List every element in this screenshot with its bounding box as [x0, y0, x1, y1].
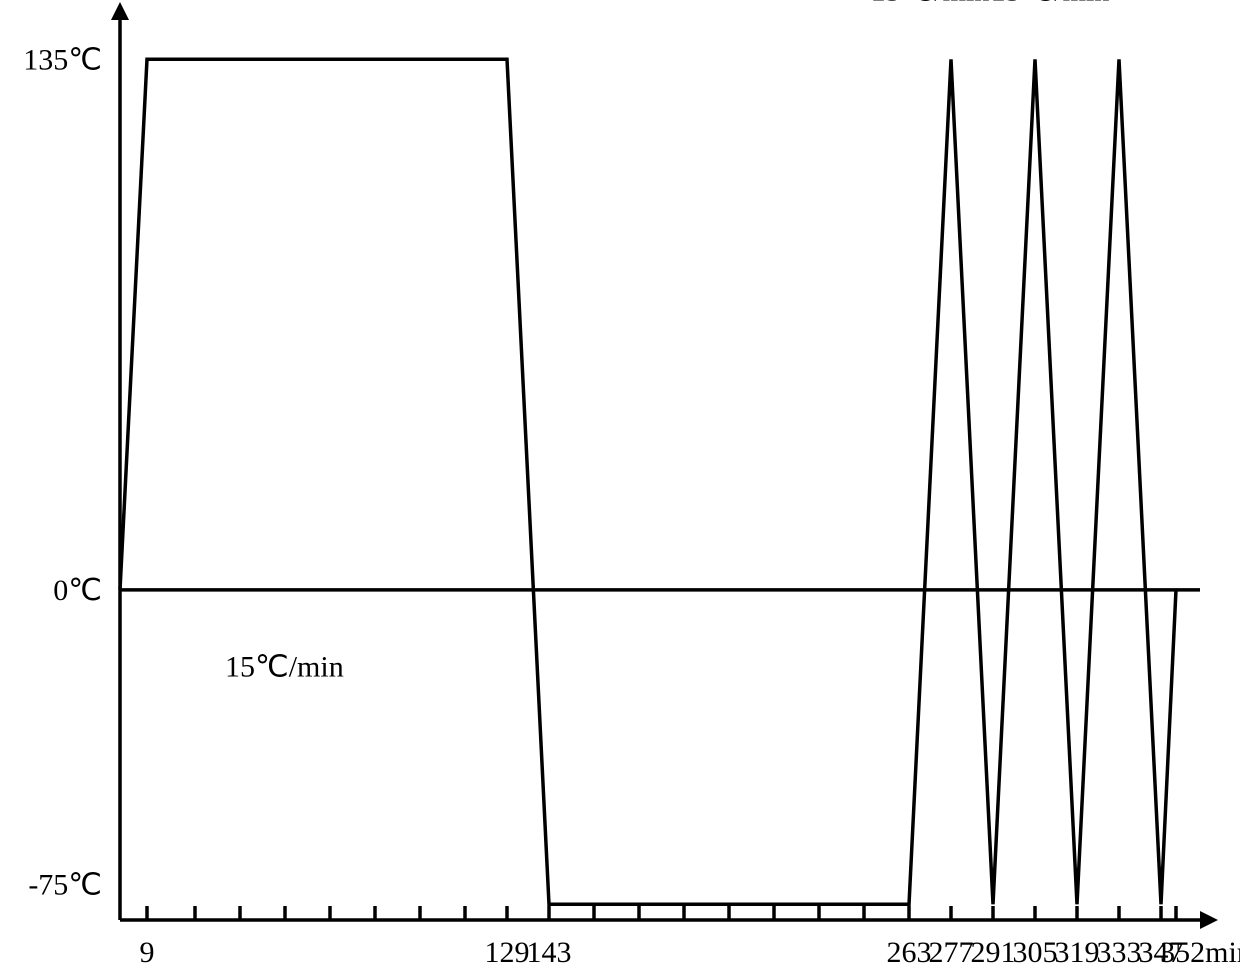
x-tick-label: 143 [527, 936, 572, 969]
y-tick-label: 0℃ [53, 574, 102, 607]
x-tick-label: 9 [140, 936, 155, 969]
y-tick-label: 135℃ [23, 43, 102, 76]
x-tick-label: 263 [887, 936, 932, 969]
rate-annotation: 15℃/min [871, 0, 990, 7]
chart-svg: 135℃0℃-75℃912914326327729130531933334735… [0, 0, 1240, 978]
chart-background [0, 0, 1240, 978]
temperature-cycle-chart: 135℃0℃-75℃912914326327729130531933334735… [0, 0, 1240, 978]
y-tick-label: -75℃ [28, 869, 102, 902]
x-tick-label: 277 [929, 936, 974, 969]
rate-annotation: 15℃/min [991, 0, 1110, 7]
x-tick-label: 352min [1160, 936, 1240, 969]
rate-annotation: 15℃/min [225, 650, 344, 683]
x-tick-label: 129 [485, 936, 530, 969]
x-tick-label: 333 [1097, 936, 1142, 969]
x-tick-label: 291 [971, 936, 1016, 969]
x-tick-label: 305 [1013, 936, 1058, 969]
x-tick-label: 319 [1055, 936, 1100, 969]
